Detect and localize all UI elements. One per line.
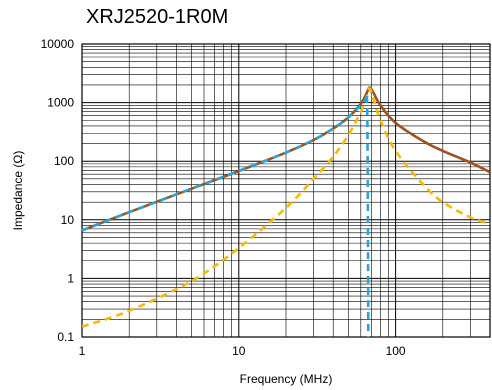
chart-title: XRJ2520-1R0M [86,6,229,28]
x-tick-label: 1 [79,344,86,358]
y-tick-label: 10 [61,213,75,227]
y-tick-labels: 0.1 1 10 100 1000 10000 [41,37,75,344]
x-axis-label: Frequency (MHz) [240,372,333,386]
y-tick-label: 1000 [47,96,74,110]
series-line-1 [81,92,370,338]
y-tick-label: 0.1 [57,330,74,344]
x-tick-label: 100 [386,344,406,358]
series-layer [81,86,491,338]
y-axis-label: Impedance (Ω) [11,151,25,231]
x-tick-label: 10 [232,344,246,358]
y-tick-label: 10000 [41,37,75,51]
y-tick-label: 100 [54,154,74,168]
plot-area [81,43,491,338]
y-tick-label: 1 [67,271,74,285]
x-tick-labels: 1 10 100 [79,344,406,358]
